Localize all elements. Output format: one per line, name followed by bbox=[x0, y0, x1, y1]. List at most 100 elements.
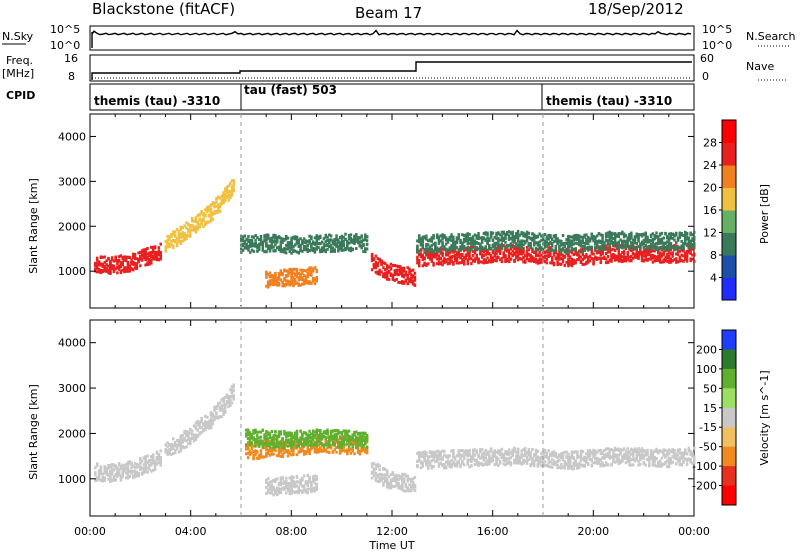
range-cell bbox=[443, 258, 446, 262]
range-cell bbox=[624, 256, 628, 260]
range-cell bbox=[99, 255, 103, 259]
range-cell bbox=[132, 260, 135, 264]
range-cell bbox=[346, 448, 349, 452]
range-cell bbox=[232, 189, 235, 193]
range-cell bbox=[631, 244, 635, 248]
range-cell bbox=[337, 445, 340, 449]
range-cell bbox=[426, 253, 430, 257]
range-cell bbox=[356, 239, 360, 243]
range-cell bbox=[545, 261, 549, 265]
range-cell bbox=[364, 432, 367, 436]
range-cell bbox=[292, 250, 295, 254]
range-cell bbox=[669, 236, 673, 240]
range-cell bbox=[170, 240, 173, 244]
range-cell bbox=[561, 243, 565, 247]
range-cell bbox=[550, 256, 554, 260]
range-cell bbox=[613, 254, 617, 258]
range-cell bbox=[608, 247, 612, 251]
range-cell bbox=[660, 248, 664, 252]
range-cell bbox=[331, 435, 335, 439]
range-cell bbox=[468, 256, 471, 260]
range-cell bbox=[355, 436, 358, 440]
range-cell bbox=[168, 443, 171, 447]
range-cell bbox=[157, 257, 161, 261]
range-cell bbox=[413, 283, 417, 287]
range-cell bbox=[302, 431, 306, 435]
range-cell bbox=[177, 443, 181, 447]
range-cell bbox=[498, 243, 502, 247]
range-cell bbox=[639, 246, 642, 250]
range-cell bbox=[295, 240, 299, 244]
range-cell bbox=[139, 264, 142, 268]
range-cell bbox=[277, 235, 281, 239]
range-cell bbox=[150, 458, 153, 462]
range-cell bbox=[504, 232, 507, 236]
range-cell bbox=[610, 255, 613, 259]
range-cell bbox=[480, 245, 484, 249]
range-cell bbox=[295, 484, 299, 488]
range-cell bbox=[290, 269, 293, 273]
range-cell bbox=[299, 243, 302, 247]
range-cell bbox=[94, 466, 97, 470]
range-cell bbox=[419, 255, 423, 259]
range-cell bbox=[311, 438, 315, 442]
range-cell bbox=[270, 488, 274, 492]
range-cell bbox=[577, 250, 581, 254]
range-cell bbox=[360, 246, 363, 250]
range-cell bbox=[657, 256, 660, 260]
range-cell bbox=[640, 255, 644, 259]
range-cell bbox=[181, 437, 184, 441]
range-cell bbox=[204, 208, 207, 212]
range-cell bbox=[215, 407, 218, 411]
range-cell bbox=[651, 244, 655, 248]
range-cell bbox=[148, 259, 151, 263]
range-cell bbox=[277, 283, 281, 287]
range-cell bbox=[574, 241, 577, 245]
range-cell bbox=[265, 250, 268, 254]
range-cell bbox=[417, 253, 421, 257]
range-cell bbox=[232, 187, 235, 191]
range-cell bbox=[268, 246, 272, 250]
range-cell bbox=[95, 478, 99, 482]
range-cell bbox=[304, 269, 308, 273]
range-cell bbox=[295, 237, 299, 241]
range-cell bbox=[315, 431, 318, 435]
range-cell bbox=[317, 246, 320, 250]
range-cell bbox=[246, 447, 250, 451]
range-cell bbox=[126, 464, 130, 468]
range-cell bbox=[263, 434, 266, 438]
range-cell bbox=[448, 246, 452, 250]
range-cell bbox=[567, 260, 570, 264]
range-cell bbox=[452, 238, 455, 242]
range-cell bbox=[144, 249, 147, 253]
range-cell bbox=[200, 430, 203, 434]
range-cell bbox=[308, 429, 311, 433]
range-cell bbox=[286, 281, 290, 285]
range-cell bbox=[109, 476, 112, 480]
range-cell bbox=[257, 237, 261, 241]
range-cell bbox=[213, 205, 216, 209]
range-cell bbox=[525, 239, 529, 243]
range-cell bbox=[437, 249, 441, 253]
range-cell bbox=[335, 237, 338, 241]
range-cell bbox=[658, 255, 662, 259]
range-cell bbox=[311, 445, 315, 449]
range-cell bbox=[338, 435, 342, 439]
range-cell bbox=[284, 440, 288, 444]
freq-tick-low: 8 bbox=[68, 70, 75, 83]
range-cell bbox=[640, 242, 644, 246]
range-cell bbox=[319, 434, 322, 438]
range-cell bbox=[486, 241, 489, 245]
range-cell bbox=[119, 269, 123, 273]
range-cell bbox=[419, 243, 423, 247]
range-cell bbox=[168, 235, 171, 239]
range-cell bbox=[673, 248, 676, 252]
range-cell bbox=[101, 476, 105, 480]
range-cell bbox=[319, 431, 322, 435]
range-cell bbox=[525, 235, 529, 239]
range-cell bbox=[315, 442, 318, 446]
range-cell bbox=[279, 430, 283, 434]
range-cell bbox=[391, 471, 395, 475]
range-cell bbox=[676, 250, 680, 254]
range-cell bbox=[277, 445, 281, 449]
